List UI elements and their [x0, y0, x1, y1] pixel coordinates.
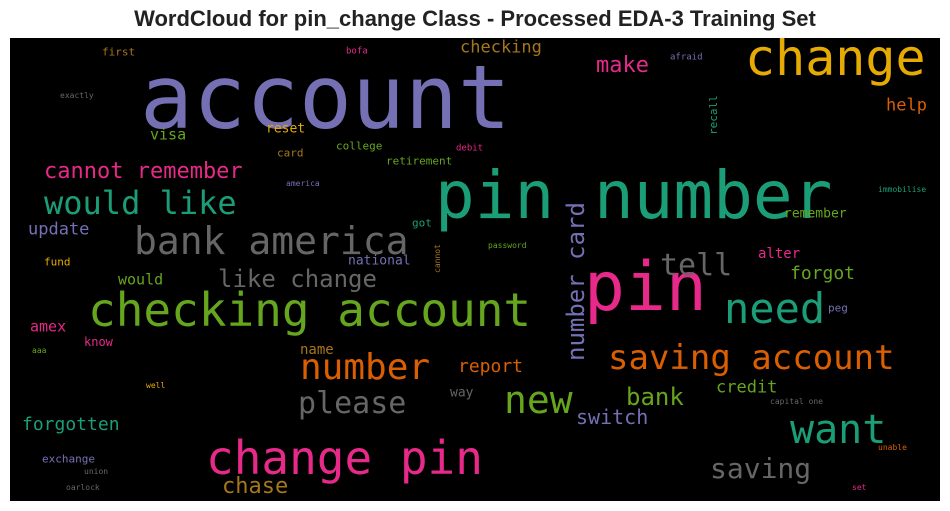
word-retirement: retirement: [386, 154, 453, 168]
word-exchange: exchange: [42, 452, 95, 466]
word-please: please: [298, 386, 407, 421]
word-tell: tell: [660, 248, 733, 283]
word-saving: saving: [710, 452, 812, 485]
word-like-change: like change: [218, 265, 377, 293]
word-change: change: [745, 38, 926, 87]
word-college: college: [336, 139, 383, 153]
word-alter: alter: [758, 246, 801, 262]
word-cannot: cannot: [433, 244, 442, 273]
word-switch: switch: [576, 405, 649, 429]
word-report: report: [458, 356, 524, 377]
word-pin-number: pin number: [435, 157, 833, 234]
word-first: first: [102, 45, 136, 59]
word-got: got: [412, 216, 432, 230]
word-way: way: [450, 385, 474, 401]
word-america: america: [286, 179, 320, 188]
word-would-like: would like: [44, 184, 237, 222]
word-checking: checking: [460, 38, 542, 58]
word-afraid: afraid: [670, 52, 703, 63]
word-bank-america: bank america: [134, 219, 409, 263]
word-need: need: [724, 284, 826, 333]
word-unable: unable: [878, 443, 907, 452]
word-would: would: [118, 270, 164, 289]
wordcloud-canvas: account pin number change pin checking accou…: [10, 38, 940, 501]
word-number: number: [300, 347, 431, 388]
word-recall: recall: [707, 95, 720, 135]
word-visa: visa: [150, 125, 187, 144]
word-account: account: [140, 46, 511, 149]
word-card: card: [277, 146, 304, 160]
word-change-pin: change pin: [206, 431, 483, 485]
word-debit: debit: [456, 143, 484, 154]
word-well: well: [146, 381, 166, 390]
word-immobilise: immobilise: [878, 185, 927, 194]
word-reset: reset: [266, 121, 306, 137]
word-make: make: [596, 53, 649, 78]
word-oarlock: oarlock: [66, 483, 100, 492]
word-cannot-remember: cannot remember: [44, 159, 243, 184]
word-know: know: [84, 335, 113, 349]
word-number-card: number card: [562, 202, 590, 361]
word-update: update: [28, 219, 90, 240]
word-national: national: [348, 253, 411, 269]
word-bank: bank: [626, 383, 684, 411]
word-pin: pin: [584, 248, 707, 327]
word-credit: credit: [716, 377, 778, 398]
word-peg: peg: [828, 301, 848, 315]
word-fund: fund: [44, 255, 71, 269]
word-checking-account: checking account: [88, 283, 532, 337]
word-remember: remember: [784, 206, 847, 222]
word-new: new: [504, 378, 573, 422]
word-set: set: [852, 483, 867, 492]
word-forgot: forgot: [790, 263, 856, 284]
word-help: help: [886, 95, 927, 116]
chart-title: WordCloud for pin_change Class - Process…: [134, 6, 816, 31]
word-bofa: bofa: [346, 46, 368, 57]
word-union: union: [84, 467, 109, 476]
word-forgotten: forgotten: [22, 414, 120, 435]
word-name: name: [300, 342, 334, 358]
word-want: want: [790, 407, 887, 453]
word-aaa: aaa: [32, 346, 47, 355]
word-chase: chase: [222, 474, 289, 499]
word-password: password: [488, 241, 527, 250]
word-exactly: exactly: [60, 91, 94, 100]
word-saving-account: saving account: [608, 338, 895, 378]
word-amex: amex: [30, 317, 67, 336]
word-capital-one: capital one: [770, 397, 823, 406]
